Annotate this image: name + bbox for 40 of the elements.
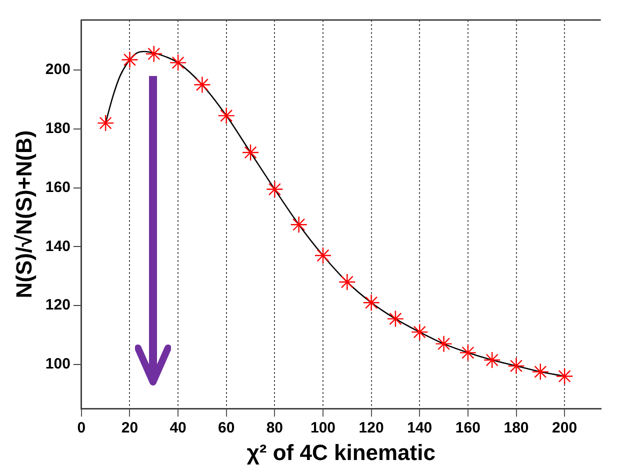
y-tick-label: 200 — [45, 61, 70, 78]
point — [556, 368, 574, 385]
y-axis-title: N(S)/√N(S)+N(B) — [11, 130, 36, 298]
point — [338, 273, 356, 291]
point — [483, 351, 501, 369]
x-axis-title: χ² of 4C kinematic — [246, 440, 436, 465]
x-tick-label: 120 — [358, 420, 384, 437]
y-tick-label: 100 — [45, 356, 70, 373]
point — [508, 357, 525, 375]
x-tick-label: 100 — [310, 420, 336, 437]
point — [96, 114, 114, 132]
y-tick-label: 180 — [45, 120, 70, 138]
x-tick-label: 80 — [266, 420, 284, 437]
point — [386, 310, 404, 328]
point — [145, 45, 162, 62]
point — [532, 363, 550, 380]
point — [218, 107, 235, 124]
point — [266, 180, 284, 198]
point — [242, 144, 260, 162]
x-tick-label: 140 — [407, 420, 432, 437]
point — [314, 246, 332, 264]
y-tick-label: 160 — [45, 178, 70, 196]
point — [362, 294, 380, 312]
point — [459, 344, 477, 362]
point — [435, 335, 452, 352]
x-tick-label: 200 — [552, 420, 578, 437]
y-tick-label: 140 — [45, 238, 70, 255]
line-series — [104, 50, 566, 377]
x-tick-label: 160 — [455, 420, 480, 437]
point — [194, 76, 211, 94]
x-tick-label: 0 — [77, 420, 86, 437]
point — [121, 51, 138, 68]
y-tick-label: 120 — [45, 296, 70, 314]
x-tick-label: 40 — [170, 420, 186, 437]
x-tick-label: 60 — [218, 420, 235, 437]
point — [411, 323, 428, 341]
point — [290, 216, 308, 234]
point — [169, 54, 187, 72]
x-tick-label: 180 — [504, 420, 529, 437]
x-tick-label: 20 — [121, 420, 138, 437]
